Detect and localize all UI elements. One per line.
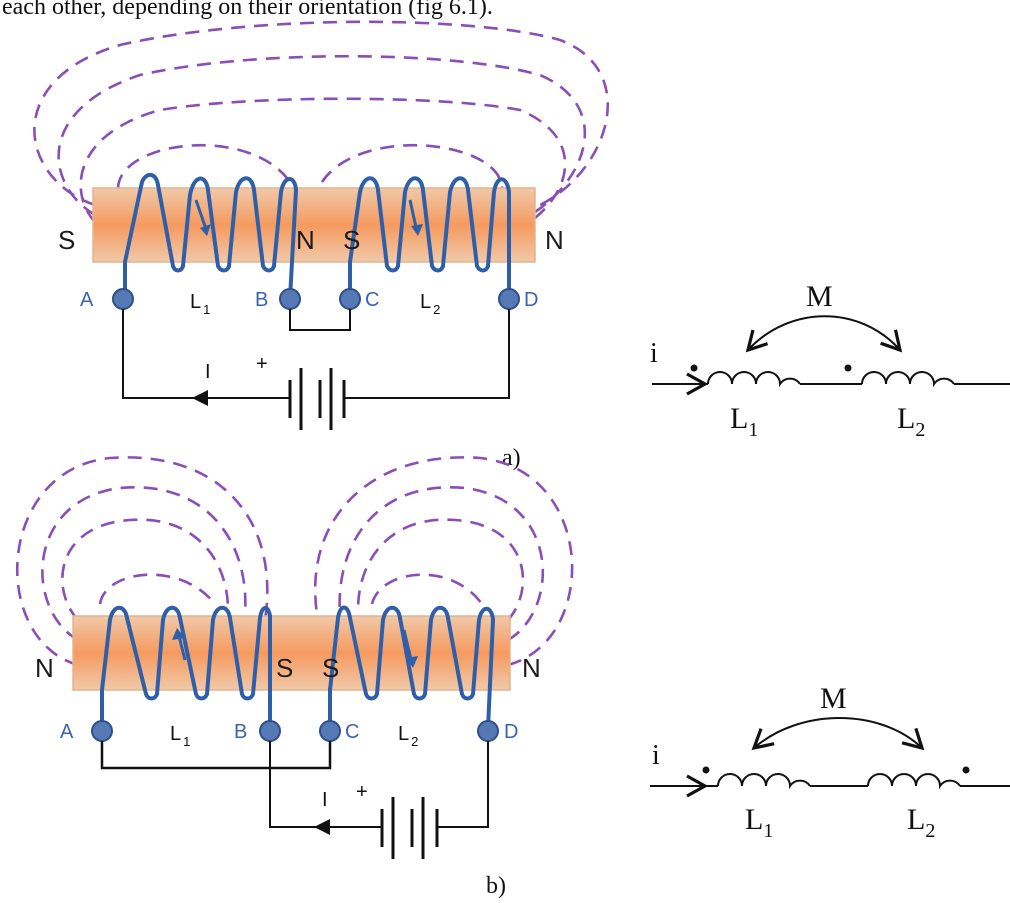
winding-l1-b <box>100 605 272 730</box>
winding-arrowhead-b1 <box>172 628 185 640</box>
terminal-d <box>477 720 499 742</box>
polarity-dot <box>690 364 698 372</box>
polarity-dot <box>844 364 852 372</box>
pole-label: S <box>322 653 339 683</box>
symbol-current-label: i <box>652 740 660 771</box>
field-lines-a <box>33 20 610 223</box>
terminal-label: C <box>345 721 359 743</box>
battery-plus: + <box>256 353 268 375</box>
figure-label-b: b) <box>486 873 506 898</box>
symbol-mutual-label: M <box>820 682 847 715</box>
terminal-label: A <box>60 721 74 743</box>
winding-l1-a <box>123 172 298 300</box>
circuit-symbol-a: i M L1 L2 <box>650 280 1010 441</box>
field-lines-b <box>15 456 574 667</box>
figure-label-a: a) <box>502 445 521 471</box>
winding-arrowhead-a1 <box>200 224 211 236</box>
circuit-wires-b2 <box>269 741 489 828</box>
pole-label: S <box>58 225 75 255</box>
terminal-b <box>279 288 301 310</box>
inductor-l1-symbol <box>717 773 811 790</box>
battery-plus: + <box>356 781 368 803</box>
current-label: I <box>322 789 328 811</box>
pole-label: N <box>296 225 315 255</box>
pole-label: N <box>35 653 54 683</box>
terminal-label: C <box>365 289 379 311</box>
symbol-current-label: i <box>650 338 658 369</box>
polarity-dot <box>702 766 710 774</box>
circuit-wires-a <box>122 309 510 399</box>
symbol-mutual-label: M <box>806 280 833 313</box>
terminal-label: D <box>524 289 538 311</box>
pole-label: S <box>276 653 293 683</box>
terminal-c <box>319 720 341 742</box>
symbol-l2-label: L2 <box>897 402 925 441</box>
terminal-b <box>259 720 281 742</box>
terminal-label: A <box>80 289 94 311</box>
pole-label: N <box>545 225 564 255</box>
circuit-symbol-b: i M L1 L2 <box>650 682 1010 842</box>
terminal-a <box>112 288 134 310</box>
terminal-label: B <box>255 289 268 311</box>
terminal-label: B <box>234 721 247 743</box>
terminal-a <box>91 720 113 742</box>
pole-label: N <box>522 653 541 683</box>
symbol-l2-label: L2 <box>907 803 935 842</box>
battery-a <box>288 368 346 430</box>
terminal-c <box>339 288 361 310</box>
circuit-wires-b <box>100 741 332 770</box>
winding-arrowhead-b2 <box>406 656 418 668</box>
caption-text: each other, depending on their orientati… <box>2 0 493 20</box>
polarity-dot <box>962 766 970 774</box>
winding-l2-a <box>348 176 511 300</box>
symbol-l1-label: L1 <box>745 803 773 842</box>
mutual-arrow <box>751 717 925 751</box>
mutual-arrow <box>745 315 903 353</box>
terminal-d <box>498 288 520 310</box>
symbol-l1-label: L1 <box>730 402 758 441</box>
winding-arrowhead-a2 <box>411 224 423 236</box>
inductor-l1-symbol <box>707 371 801 388</box>
pole-label: S <box>343 225 360 255</box>
inductor-l2-symbol <box>867 773 961 790</box>
terminal-label: D <box>504 721 518 743</box>
battery-b <box>380 797 439 859</box>
winding-l2-b <box>328 605 495 730</box>
inductor-l2-symbol <box>861 371 955 388</box>
iron-core-b <box>72 615 511 691</box>
current-label: I <box>205 361 211 383</box>
